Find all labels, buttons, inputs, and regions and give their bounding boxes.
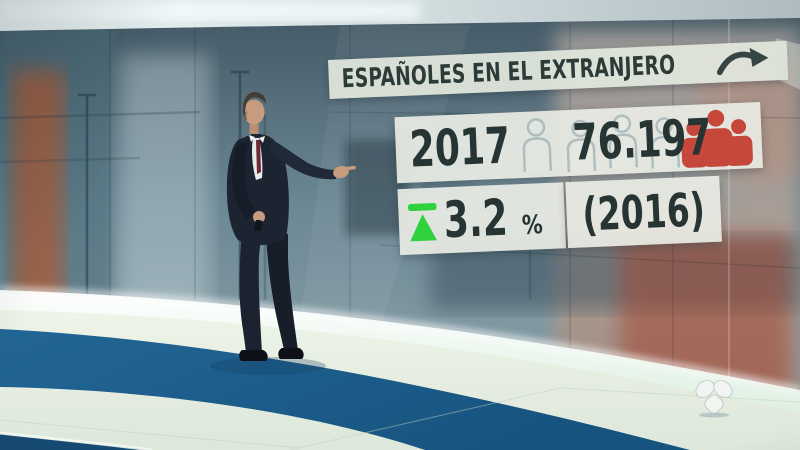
glass-sheen bbox=[300, 25, 470, 330]
stat-change-value: 3.2 bbox=[442, 188, 509, 250]
presenter-pointing-arm bbox=[270, 140, 336, 180]
people-outline-icons bbox=[522, 114, 681, 173]
antena3-logo bbox=[695, 380, 733, 418]
footage-light-streak bbox=[120, 55, 210, 320]
presenter-finger bbox=[345, 165, 356, 171]
presenter-face bbox=[243, 99, 265, 125]
stat-change-unit: % bbox=[520, 210, 543, 242]
stat-row-reference: (2016) bbox=[565, 175, 722, 249]
trend-up-icon bbox=[407, 203, 437, 242]
presenter-tie bbox=[256, 140, 261, 174]
presenter-left-arm bbox=[232, 142, 256, 219]
floor-surface bbox=[0, 293, 800, 450]
presenter-sideburn bbox=[244, 112, 247, 121]
stat-change: 3.2 % bbox=[442, 188, 560, 250]
presenter-right-shoe bbox=[278, 348, 304, 359]
presenter-left-shoe bbox=[239, 350, 268, 361]
presenter-left-hand bbox=[253, 211, 265, 223]
footage-orange-tower bbox=[12, 70, 64, 315]
infographic-panel: ESPAÑOLES EN EL EXTRANJERO 2017 76.197 bbox=[328, 40, 800, 279]
presenter-held-object bbox=[254, 219, 263, 232]
floor-blue-sliver bbox=[0, 434, 152, 450]
baseboard-glow bbox=[0, 290, 800, 412]
banner-tail-decoration bbox=[775, 37, 800, 92]
ceiling-light-glow bbox=[0, 2, 420, 20]
stat-value: 76.197 bbox=[571, 108, 713, 172]
infographic-title: ESPAÑOLES EN EL EXTRANJERO bbox=[341, 49, 676, 94]
presenter-pointing-hand bbox=[333, 165, 349, 179]
logo-shadow bbox=[699, 412, 729, 418]
floor-blue-band bbox=[0, 329, 690, 450]
infographic-title-banner: ESPAÑOLES EN EL EXTRANJERO bbox=[328, 40, 789, 99]
floor-seams bbox=[0, 387, 800, 450]
presenter-right-leg bbox=[266, 232, 298, 350]
floor-sliver-edge bbox=[0, 431, 153, 450]
presenter-left-leg bbox=[239, 234, 262, 352]
people-group-icon bbox=[681, 109, 753, 168]
stat-reference-year: (2016) bbox=[581, 182, 706, 242]
presenter-collar-right bbox=[259, 136, 265, 143]
presenter-hair bbox=[243, 92, 266, 118]
presenter-neck bbox=[249, 124, 259, 134]
stat-row-population: 2017 76.197 bbox=[394, 101, 763, 184]
presenter-collar-left bbox=[249, 135, 255, 142]
presenter-shadow bbox=[210, 357, 326, 375]
stat-row-change: 3.2 % bbox=[397, 182, 567, 256]
swoosh-arrow-icon bbox=[717, 47, 769, 75]
stat-year: 2017 bbox=[408, 116, 512, 179]
baseboard-highlight bbox=[0, 287, 800, 393]
